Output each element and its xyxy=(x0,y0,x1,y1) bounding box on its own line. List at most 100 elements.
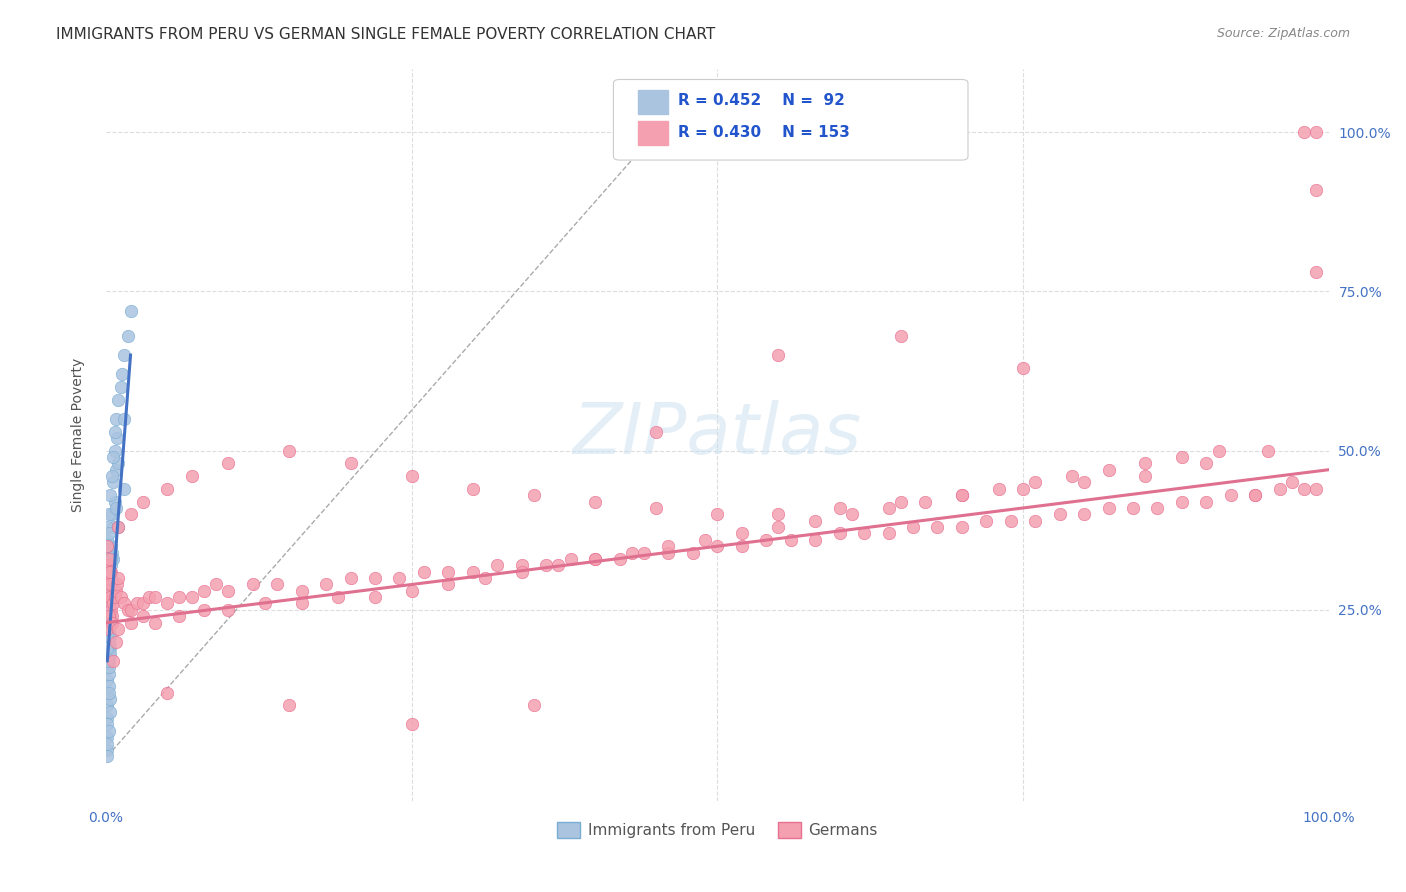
Point xyxy=(98,565,121,579)
Point xyxy=(100,558,122,573)
Point xyxy=(120,508,142,522)
Point xyxy=(97,558,120,573)
Point xyxy=(120,615,142,630)
Point xyxy=(97,654,120,668)
Point xyxy=(100,552,122,566)
Point xyxy=(96,717,118,731)
Point xyxy=(103,654,125,668)
Point xyxy=(96,622,118,636)
Point xyxy=(97,660,120,674)
Point xyxy=(583,494,606,508)
Point xyxy=(547,558,569,573)
Point xyxy=(97,609,120,624)
Point xyxy=(96,648,118,662)
Point xyxy=(1049,508,1071,522)
Point xyxy=(98,628,121,642)
Point xyxy=(1294,482,1316,496)
Point xyxy=(96,615,118,630)
Point xyxy=(107,571,129,585)
Point xyxy=(1024,475,1046,490)
Point xyxy=(217,583,239,598)
Point xyxy=(695,533,717,547)
Point xyxy=(804,533,827,547)
Point xyxy=(104,500,127,515)
Point xyxy=(193,583,215,598)
Point xyxy=(609,552,631,566)
Point xyxy=(97,603,120,617)
Point xyxy=(620,545,643,559)
Point xyxy=(98,577,121,591)
Point xyxy=(461,565,484,579)
Point xyxy=(104,634,127,648)
Text: ZIPatlas: ZIPatlas xyxy=(572,401,862,469)
Point xyxy=(97,685,120,699)
FancyBboxPatch shape xyxy=(613,79,967,160)
Point xyxy=(193,603,215,617)
Point xyxy=(112,597,135,611)
Point xyxy=(315,577,337,591)
Point xyxy=(437,565,460,579)
Point xyxy=(1012,360,1035,375)
Point xyxy=(117,329,139,343)
Point xyxy=(1073,508,1095,522)
Point xyxy=(474,571,496,585)
Point xyxy=(98,609,121,624)
Point xyxy=(1281,475,1303,490)
Point xyxy=(1268,482,1291,496)
Point xyxy=(291,583,314,598)
Point xyxy=(96,520,118,534)
Point xyxy=(1208,443,1230,458)
Point xyxy=(97,628,120,642)
Point xyxy=(105,431,128,445)
Point xyxy=(731,526,754,541)
Y-axis label: Single Female Poverty: Single Female Poverty xyxy=(72,358,86,512)
Point xyxy=(560,552,582,566)
Point xyxy=(657,539,679,553)
Point xyxy=(1257,443,1279,458)
Point xyxy=(97,526,120,541)
Point xyxy=(100,603,122,617)
Point xyxy=(401,469,423,483)
Point xyxy=(877,526,900,541)
Point xyxy=(101,508,124,522)
Point xyxy=(98,488,121,502)
Point xyxy=(328,590,350,604)
Point xyxy=(633,545,655,559)
Point xyxy=(1305,482,1327,496)
Point xyxy=(97,641,120,656)
Legend: Immigrants from Peru, Germans: Immigrants from Peru, Germans xyxy=(551,816,884,845)
Point xyxy=(1135,456,1157,470)
Point xyxy=(156,685,179,699)
Point xyxy=(1000,514,1022,528)
Point xyxy=(97,634,120,648)
Point xyxy=(96,571,118,585)
Point xyxy=(768,508,790,522)
Point xyxy=(278,443,301,458)
Point xyxy=(100,565,122,579)
Point xyxy=(682,545,704,559)
Text: Source: ZipAtlas.com: Source: ZipAtlas.com xyxy=(1216,27,1350,40)
Point xyxy=(107,456,129,470)
Point xyxy=(132,609,155,624)
Point xyxy=(97,597,120,611)
Point xyxy=(103,475,125,490)
Point xyxy=(96,660,118,674)
Point xyxy=(657,545,679,559)
Point xyxy=(461,482,484,496)
Point xyxy=(112,411,135,425)
Point xyxy=(217,603,239,617)
Point xyxy=(96,571,118,585)
Point xyxy=(339,571,361,585)
Point xyxy=(96,609,118,624)
Point xyxy=(180,590,202,604)
Point xyxy=(976,514,998,528)
Point xyxy=(242,577,264,591)
Point xyxy=(645,425,668,439)
Point xyxy=(1219,488,1241,502)
Point xyxy=(104,425,127,439)
Point xyxy=(96,583,118,598)
Point xyxy=(143,590,166,604)
Point xyxy=(645,500,668,515)
Point xyxy=(107,392,129,407)
Text: IMMIGRANTS FROM PERU VS GERMAN SINGLE FEMALE POVERTY CORRELATION CHART: IMMIGRANTS FROM PERU VS GERMAN SINGLE FE… xyxy=(56,27,716,42)
